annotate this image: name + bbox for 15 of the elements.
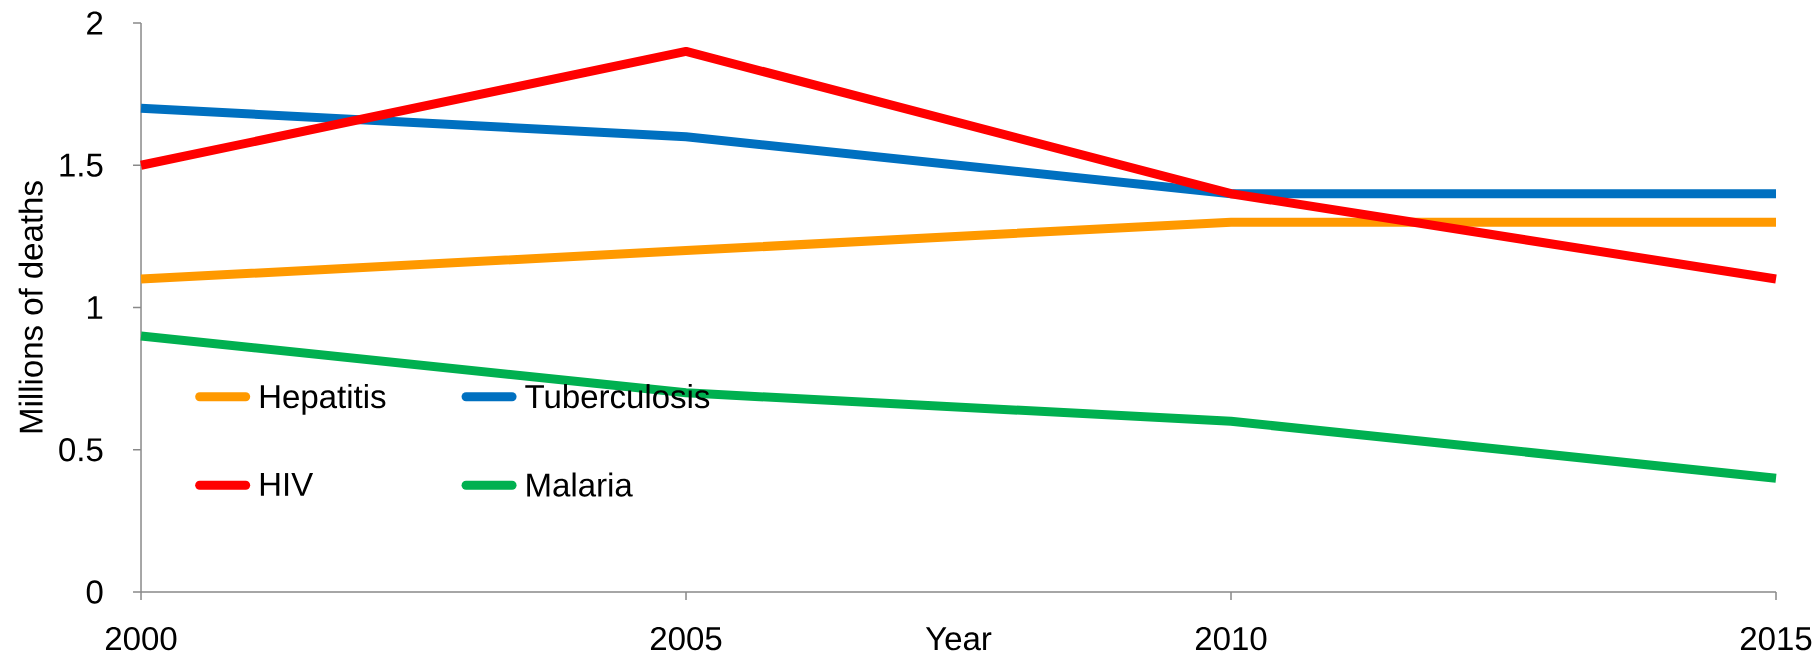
y-tick-label: 1.5 (60, 153, 103, 177)
legend-label: HIV (260, 473, 314, 496)
legend-label: Hepatitis (260, 384, 386, 415)
x-tick-label: 2010 (1195, 626, 1267, 651)
y-axis-title: Millions of deaths (18, 181, 43, 433)
y-tick-label: 1 (87, 296, 103, 319)
y-tick-label: 2 (87, 11, 103, 35)
x-tick-label: 2015 (1740, 626, 1812, 651)
legend-label: Malaria (527, 472, 633, 497)
x-tick-label: 2005 (650, 626, 722, 651)
x-axis-title: Year (925, 627, 992, 651)
y-tick-label: 0 (86, 580, 103, 604)
legend-label: Tuberculosis (525, 384, 710, 409)
x-tick-label: 2000 (105, 626, 177, 651)
y-tick-label: 0.5 (59, 438, 103, 462)
